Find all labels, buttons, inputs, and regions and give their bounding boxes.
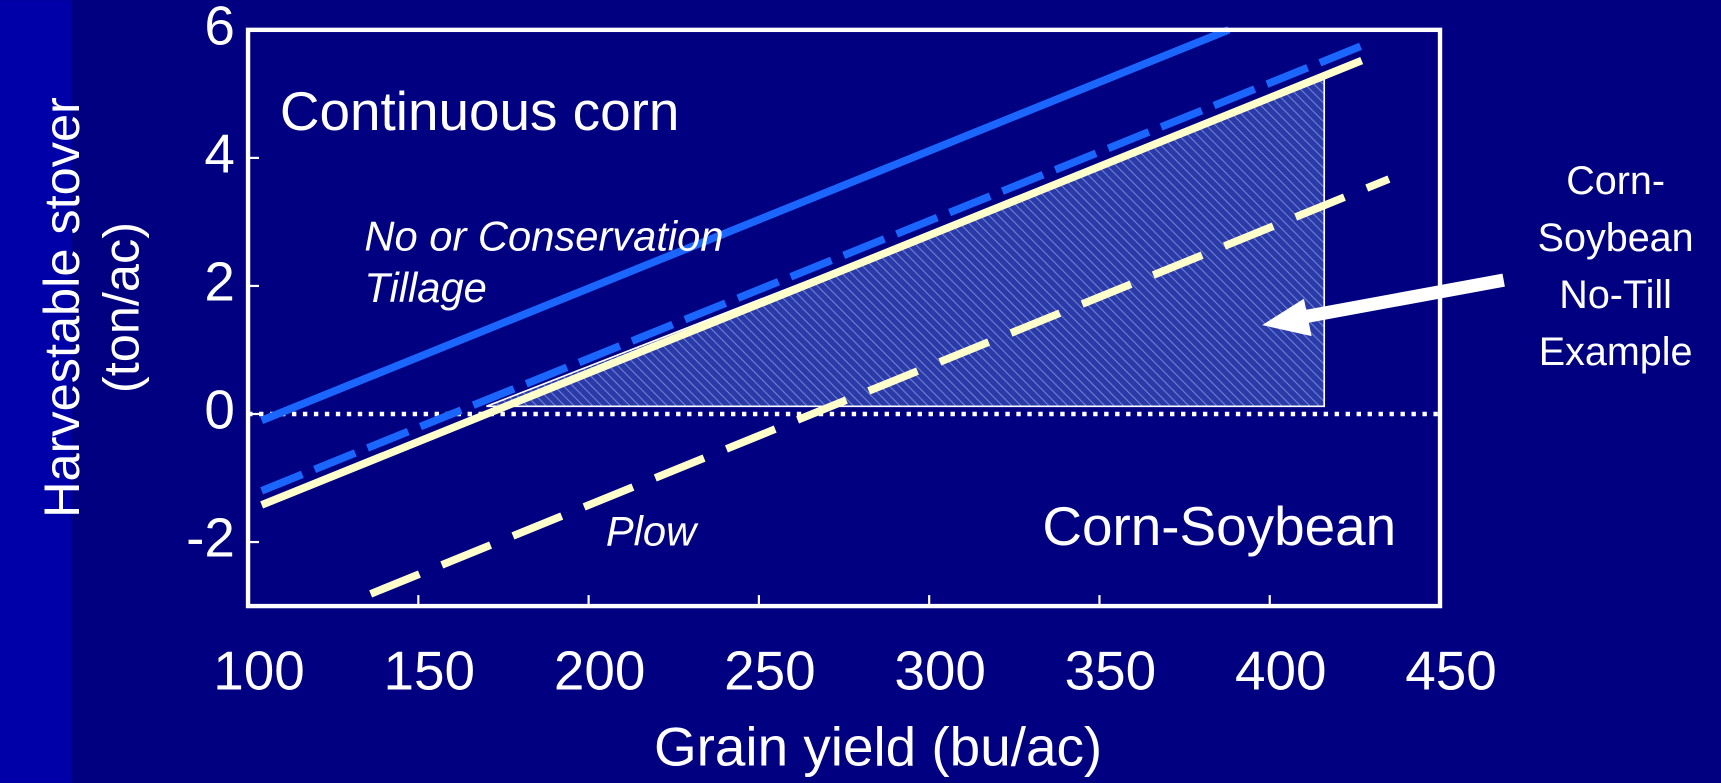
line xyxy=(260,26,1231,424)
x-tick-label: 350 xyxy=(1065,640,1157,702)
side-strip xyxy=(0,0,72,783)
y-tick-label: 6 xyxy=(204,0,235,56)
plot-frame xyxy=(245,27,1443,609)
annotation: No or Conservation xyxy=(364,213,723,260)
plot-area xyxy=(246,26,1442,607)
y-tick-label: -2 xyxy=(186,507,235,569)
annotation: Plow xyxy=(606,508,699,555)
arrow xyxy=(1262,273,1505,337)
y-axis-label: Harvestable stover (ton/ac) xyxy=(33,97,149,518)
annotation: Example xyxy=(1539,330,1693,374)
line xyxy=(369,175,1391,598)
line xyxy=(260,42,1364,495)
annotation: Tillage xyxy=(364,264,486,311)
arrow-head xyxy=(1262,298,1312,337)
x-tick-label: 250 xyxy=(724,640,816,702)
x-tick-label: 100 xyxy=(213,640,305,702)
x-tick-label: 200 xyxy=(554,640,646,702)
y-axis-label-line: Harvestable stover xyxy=(33,97,90,518)
x-tick-label: 450 xyxy=(1405,640,1497,702)
x-tick-label: 400 xyxy=(1235,640,1327,702)
y-axis-label-line: (ton/ac) xyxy=(92,222,149,393)
y-tick-label: 0 xyxy=(204,379,235,441)
line xyxy=(260,57,1364,509)
arrow-shaft xyxy=(1293,273,1505,325)
annotation: No-Till xyxy=(1559,273,1672,317)
y-tick-label: 2 xyxy=(204,250,235,312)
x-tick-label: 150 xyxy=(384,640,476,702)
annotation: Continuous corn xyxy=(280,80,680,142)
x-tick-label: 300 xyxy=(894,640,986,702)
x-axis-label: Grain yield (bu/ac) xyxy=(654,715,1102,777)
annotation: Corn-Soybean xyxy=(1042,495,1396,557)
annotation: Corn- xyxy=(1566,159,1665,203)
y-tick-label: 4 xyxy=(204,122,235,184)
annotation: Soybean xyxy=(1538,216,1694,260)
